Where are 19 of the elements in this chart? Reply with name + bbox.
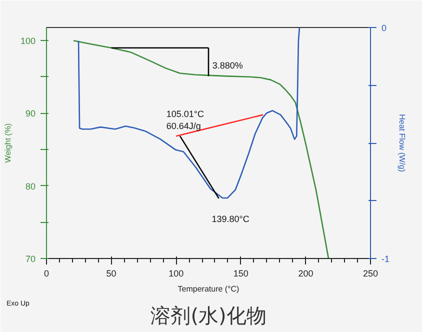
y2-tick-label: 0 [382, 23, 387, 33]
annotation: 139.80°C [212, 214, 250, 224]
annotation: 3.880% [212, 60, 243, 70]
y-tick-label: 70 [25, 254, 36, 264]
y-axis-title: Weight (%) [3, 122, 12, 163]
x-tick-label: 250 [362, 268, 378, 278]
x-tick-label: 100 [168, 268, 184, 278]
text: 溶剂(水)化物 [150, 304, 266, 328]
x-tick-label: 150 [233, 268, 248, 278]
x-axis-title: Temperature (°C) [178, 284, 240, 294]
y2-axis-title: Heat Flow (W/g) [398, 114, 406, 172]
y-tick-label: 90 [25, 108, 36, 119]
annotation: 105.01°C 60.64J/g [166, 108, 205, 131]
x-tick-label: 200 [298, 268, 314, 278]
y-tick-label: 80 [25, 181, 36, 192]
x-tick-label: 50 [106, 268, 116, 278]
y-tick-label: 100 [20, 36, 36, 46]
x-tick-label: 0 [44, 268, 50, 278]
y2-tick-label: -1 [382, 254, 390, 264]
